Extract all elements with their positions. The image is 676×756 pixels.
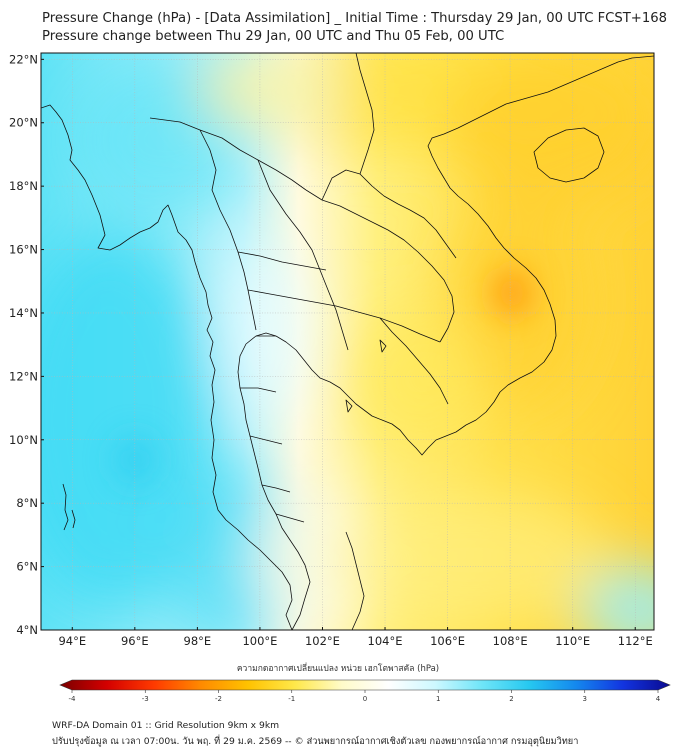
lon-tick-label: 112°E bbox=[618, 634, 653, 648]
map-title: Pressure Change (hPa) - [Data Assimilati… bbox=[42, 11, 668, 26]
colorbar-tick-label: -4 bbox=[69, 695, 77, 703]
colorbar: -4 -3 -2 -1 0 1 2 3 4 bbox=[59, 679, 671, 703]
colorbar-label: ความกดอากาศเปลี่ยนแปลง หน่วย เฮกโตพาสคัล… bbox=[236, 664, 440, 674]
footer-update-info: ปรับปรุงข้อมูล ณ เวลา 07:00น. วัน พฤ. ที… bbox=[52, 736, 579, 747]
coastlines bbox=[41, 53, 654, 630]
lon-tick-label: 100°E bbox=[242, 634, 277, 648]
lon-tick-label: 98°E bbox=[184, 634, 212, 648]
lon-tick-label: 110°E bbox=[555, 634, 590, 648]
map-frame bbox=[40, 52, 655, 631]
lon-tick-label: 106°E bbox=[430, 634, 465, 648]
colorbar-tick-label: 2 bbox=[509, 695, 513, 703]
colorbar-tick-label: 4 bbox=[656, 695, 661, 703]
lon-tick-label: 102°E bbox=[305, 634, 340, 648]
colorbar-tick-label: -3 bbox=[142, 695, 149, 703]
lat-tick-label: 6°N bbox=[16, 560, 38, 574]
colorbar-tick-label: -2 bbox=[215, 695, 222, 703]
colorbar-tick-label: 3 bbox=[583, 695, 587, 703]
lat-tick-label: 18°N bbox=[9, 179, 38, 193]
lat-tick-label: 8°N bbox=[16, 496, 38, 510]
map-subtitle: Pressure change between Thu 29 Jan, 00 U… bbox=[42, 29, 505, 44]
colorbar-tick-label: 1 bbox=[436, 695, 440, 703]
footer-model-info: WRF-DA Domain 01 :: Grid Resolution 9km … bbox=[52, 720, 280, 731]
lat-tick-label: 22°N bbox=[9, 52, 38, 66]
colorbar-tick-label: 0 bbox=[363, 695, 367, 703]
longitude-axis: 94°E 96°E 98°E 100°E 102°E 104°E 106°E 108°E 110… bbox=[58, 627, 653, 648]
lon-tick-label: 104°E bbox=[368, 634, 403, 648]
colorbar-tick-label: -1 bbox=[288, 695, 295, 703]
lon-tick-label: 108°E bbox=[493, 634, 528, 648]
lon-tick-label: 94°E bbox=[58, 634, 86, 648]
map-gridlines bbox=[41, 53, 654, 630]
lat-tick-label: 10°N bbox=[9, 433, 38, 447]
lat-tick-label: 12°N bbox=[9, 369, 38, 383]
lon-tick-label: 96°E bbox=[121, 634, 149, 648]
lat-tick-label: 20°N bbox=[9, 116, 38, 130]
lat-tick-label: 14°N bbox=[9, 306, 38, 320]
lat-tick-label: 16°N bbox=[9, 243, 38, 257]
latitude-axis: 22°N 20°N 18°N 16°N 14°N 12°N 10°N 8°N 6°N 4°N bbox=[9, 52, 44, 637]
lat-tick-label: 4°N bbox=[16, 623, 38, 637]
pressure-field bbox=[41, 53, 654, 630]
